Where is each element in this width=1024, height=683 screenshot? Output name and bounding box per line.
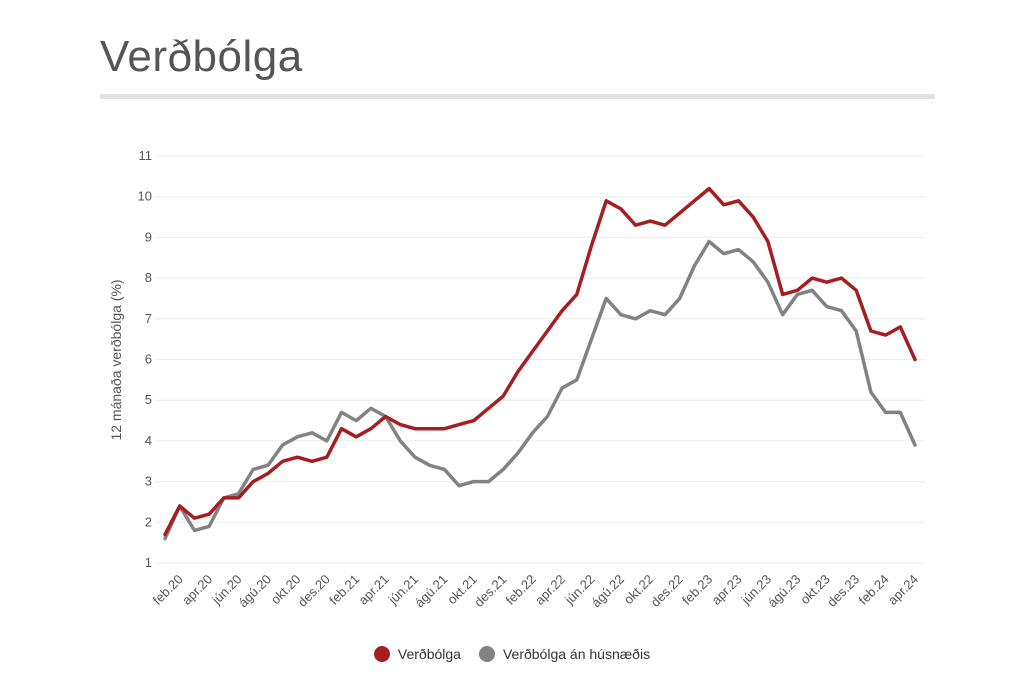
x-tick-label: apr.23 — [708, 572, 744, 608]
legend-swatch-gray — [478, 646, 495, 662]
x-tick-label: feb.20 — [150, 572, 186, 608]
y-tick-label: 8 — [145, 270, 152, 285]
series-lines — [163, 186, 917, 541]
x-tick-label: feb.23 — [679, 572, 715, 608]
x-tick-label: apr.24 — [885, 572, 921, 608]
gridlines — [155, 155, 925, 564]
x-tick-label: des.23 — [824, 572, 862, 610]
legend: Verðbólga Verðbólga án húsnæðis — [0, 646, 1024, 662]
x-tick-label: feb.24 — [856, 572, 892, 608]
x-axis-ticks: feb.20apr.20jún.20ágú.20okt.20des.20feb.… — [150, 572, 921, 611]
x-tick-label: des.21 — [471, 572, 509, 610]
legend-label: Verðbólga — [397, 646, 461, 662]
y-tick-label: 4 — [145, 433, 152, 448]
series-line-verdbolga — [163, 186, 917, 537]
series-line-an-husnaedis — [163, 239, 917, 541]
x-tick-label: feb.22 — [503, 572, 539, 608]
y-axis-ticks: 1 2 3 4 5 6 7 8 9 10 11 — [138, 148, 152, 570]
x-tick-label: des.20 — [295, 572, 333, 610]
legend-label: Verðbólga án húsnæðis — [502, 646, 651, 662]
y-tick-label: 5 — [145, 392, 152, 407]
y-axis-label: 12 mánaða verðbólga (%) — [108, 279, 124, 440]
y-tick-label: 3 — [145, 474, 152, 489]
y-tick-label: 1 — [145, 555, 152, 570]
x-tick-label: ágú.21 — [412, 572, 451, 611]
line-chart: 1 2 3 4 5 6 7 8 9 10 11 feb.20apr.20jún.20ágú.20ok… — [108, 148, 925, 611]
y-tick-label: 11 — [139, 148, 153, 163]
x-tick-label: ágú.22 — [588, 572, 627, 611]
legend-swatch-red — [373, 646, 390, 662]
x-tick-label: ágú.23 — [765, 572, 804, 611]
x-tick-label: ágú.20 — [235, 572, 274, 611]
legend-item-verdbolga[interactable]: Verðbólga — [373, 646, 461, 662]
y-tick-label: 9 — [145, 229, 152, 244]
x-tick-label: des.22 — [648, 572, 686, 610]
x-tick-label: apr.20 — [179, 572, 215, 608]
y-tick-label: 2 — [145, 514, 152, 529]
title-divider — [100, 94, 935, 99]
x-tick-label: apr.21 — [356, 572, 392, 608]
page-title: Verðbólga — [100, 32, 303, 81]
y-tick-label: 7 — [145, 311, 152, 326]
y-tick-label: 10 — [138, 189, 152, 204]
x-tick-label: feb.21 — [326, 572, 362, 608]
y-tick-label: 6 — [145, 352, 152, 367]
x-tick-label: apr.22 — [532, 572, 568, 608]
legend-item-an-husnaedis[interactable]: Verðbólga án húsnæðis — [478, 646, 651, 662]
